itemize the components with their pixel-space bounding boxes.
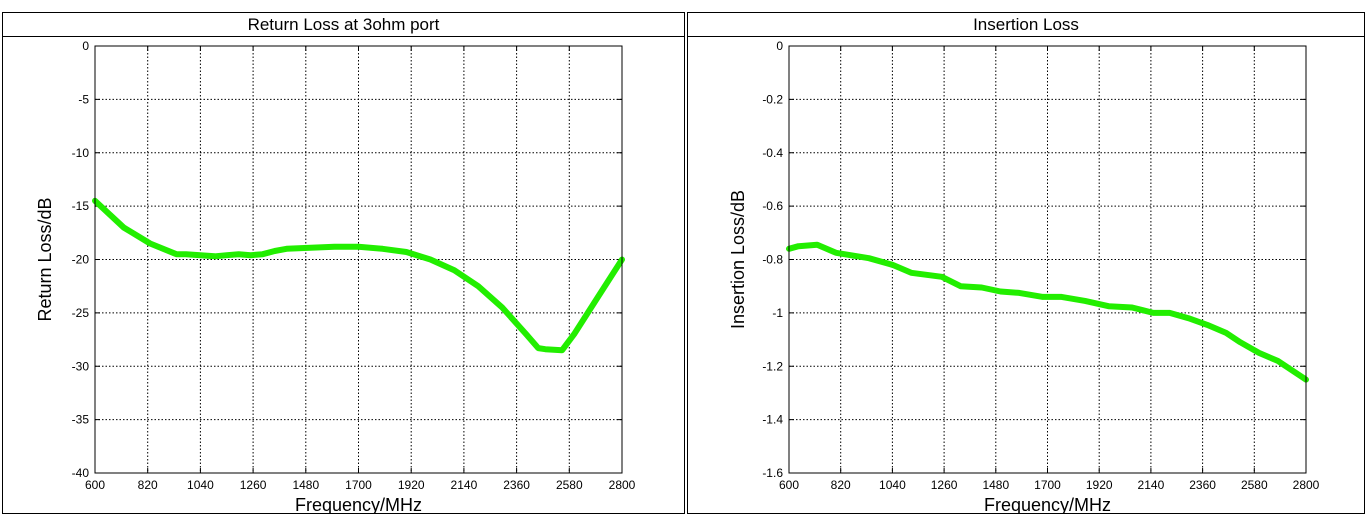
x-tick-label: 1480	[982, 478, 1009, 492]
x-tick-label: 820	[138, 478, 158, 492]
y-tick-label: -30	[72, 359, 90, 373]
data-series-line	[92, 197, 625, 354]
y-tick-label: -0.8	[762, 253, 783, 267]
y-axis-label: Insertion Loss/dB	[728, 190, 748, 329]
y-tick-label: -20	[72, 253, 90, 267]
x-tick-label: 2580	[1241, 478, 1268, 492]
insertion-loss-chart-panel: Insertion Loss 600 820 1040 1260 1480 1700 192…	[687, 12, 1365, 514]
x-tick-label: 1260	[240, 478, 267, 492]
x-tick-label: 820	[831, 478, 851, 492]
chart-title: Insertion Loss	[688, 13, 1364, 37]
x-tick-label: 2360	[503, 478, 530, 492]
chart-title: Return Loss at 3ohm port	[3, 13, 684, 37]
y-tick-label: -40	[72, 466, 90, 480]
y-axis-label: Return Loss/dB	[35, 197, 55, 321]
x-tick-label: 600	[779, 478, 799, 492]
y-tick-label: -1.2	[762, 359, 783, 373]
x-tick-label: 1040	[187, 478, 214, 492]
y-tick-label: -1.6	[762, 466, 783, 480]
y-tick-label: -10	[72, 146, 90, 160]
axes-frame	[94, 45, 623, 474]
x-tick-label: 1700	[1034, 478, 1061, 492]
x-tick-label: 1040	[879, 478, 906, 492]
x-tick-label: 2800	[609, 478, 636, 492]
axes-frame	[788, 45, 1307, 474]
y-tick-label: -15	[72, 199, 90, 213]
x-tick-label: 1700	[345, 478, 372, 492]
x-axis-label: Frequency/MHz	[984, 495, 1111, 513]
y-tick-label: -0.6	[762, 199, 783, 213]
x-tick-label: 1920	[398, 478, 425, 492]
y-tick-label: -35	[72, 413, 90, 427]
y-tick-label: -1	[772, 306, 783, 320]
y-tick-label: 0	[82, 39, 89, 53]
x-tick-label: 600	[85, 478, 105, 492]
data-series-line	[786, 241, 1309, 383]
return-loss-chart: 600 820 1040 1260 1480 1700 1920 2140 2360 2580 28…	[35, 39, 636, 513]
insertion-loss-chart: 600 820 1040 1260 1480 1700 1920 2140 2360 2580 28…	[728, 39, 1320, 513]
return-loss-chart-panel: Return Loss at 3ohm port 600 820 1040 1260 1…	[2, 12, 685, 514]
y-tick-label: 0	[776, 39, 783, 53]
x-tick-label: 2580	[556, 478, 583, 492]
x-tick-label: 2360	[1189, 478, 1216, 492]
y-tick-label: -0.4	[762, 146, 783, 160]
y-tick-label: -5	[78, 92, 89, 106]
y-tick-label: -1.4	[762, 413, 783, 427]
x-tick-label: 2800	[1293, 478, 1320, 492]
x-tick-label: 2140	[451, 478, 478, 492]
x-axis-label: Frequency/MHz	[295, 495, 422, 513]
y-tick-label: -25	[72, 306, 90, 320]
y-tick-label: -0.2	[762, 92, 783, 106]
x-tick-label: 1260	[931, 478, 958, 492]
x-tick-label: 2140	[1138, 478, 1165, 492]
x-tick-label: 1920	[1086, 478, 1113, 492]
x-tick-label: 1480	[292, 478, 319, 492]
